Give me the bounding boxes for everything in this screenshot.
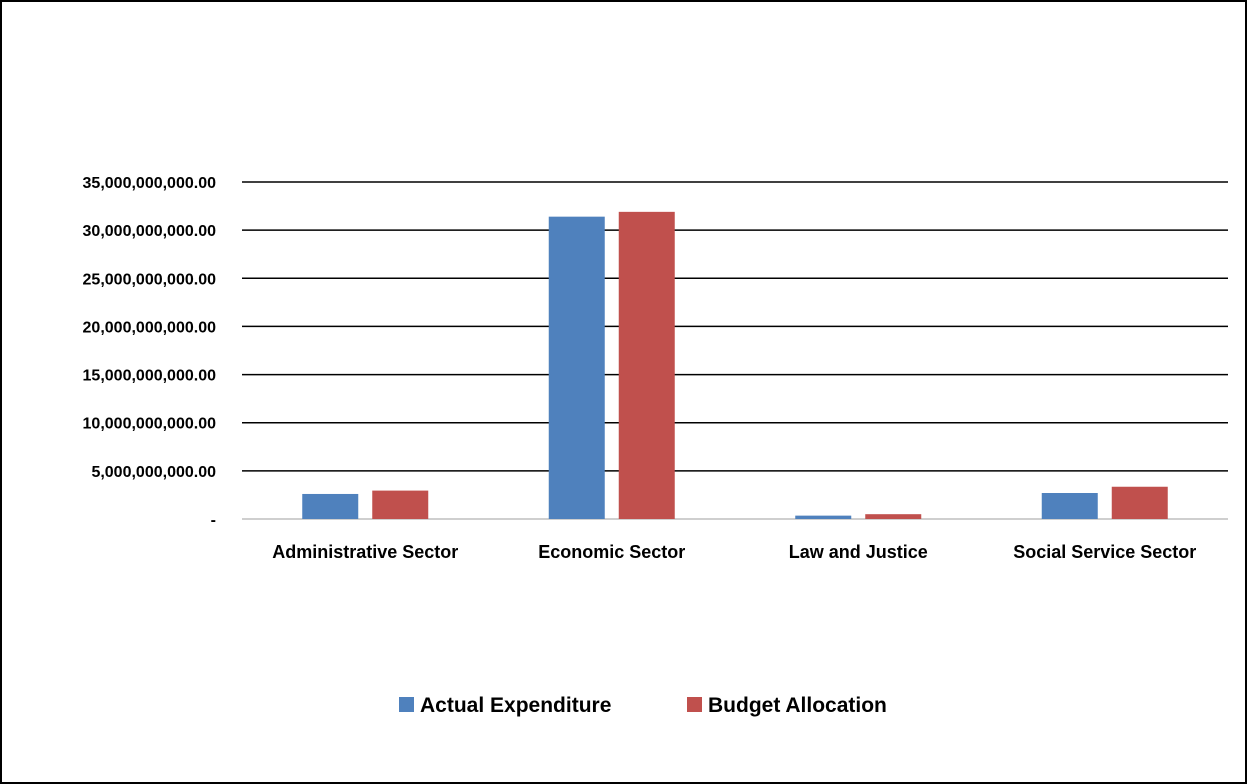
y-tick-label: 10,000,000,000.00 <box>83 416 217 433</box>
bar-actual-expenditure <box>548 216 605 520</box>
x-category-label: Law and Justice <box>789 542 928 562</box>
legend-swatch <box>399 697 414 712</box>
bar-budget-allocation <box>618 211 675 519</box>
bar-budget-allocation <box>372 490 429 519</box>
y-axis-tick-labels: - 5,000,000,000.00 10,000,000,000.00 15,000… <box>83 175 217 529</box>
bars <box>302 211 1168 520</box>
bar-actual-expenditure <box>795 515 852 519</box>
x-axis-category-labels: Administrative Sector Economic Sector Law … <box>272 542 1196 562</box>
gridlines <box>242 181 1228 520</box>
y-tick-label: 30,000,000,000.00 <box>83 223 217 240</box>
legend-label: Actual Expenditure <box>420 694 611 717</box>
y-tick-label: 25,000,000,000.00 <box>83 271 217 288</box>
y-tick-label: 35,000,000,000.00 <box>83 175 217 192</box>
y-tick-label: 5,000,000,000.00 <box>91 464 216 481</box>
x-category-label: Economic Sector <box>538 542 685 562</box>
bar-budget-allocation <box>1111 486 1168 519</box>
y-tick-label: - <box>211 512 216 529</box>
x-category-label: Social Service Sector <box>1013 542 1196 562</box>
bar-actual-expenditure <box>302 493 359 519</box>
y-tick-label: 20,000,000,000.00 <box>83 319 217 336</box>
legend: Actual Expenditure Budget Allocation <box>399 694 887 717</box>
x-category-label: Administrative Sector <box>272 542 458 562</box>
bar-actual-expenditure <box>1041 493 1098 519</box>
legend-label: Budget Allocation <box>708 694 887 717</box>
bar-budget-allocation <box>865 514 922 519</box>
legend-swatch <box>687 697 702 712</box>
y-tick-label: 15,000,000,000.00 <box>83 368 217 385</box>
